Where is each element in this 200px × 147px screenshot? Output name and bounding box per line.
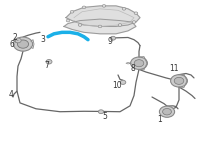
- Circle shape: [122, 7, 126, 10]
- Text: 11: 11: [169, 64, 179, 73]
- Text: 5: 5: [103, 112, 107, 121]
- Circle shape: [163, 108, 171, 115]
- Text: 4: 4: [9, 90, 13, 99]
- Circle shape: [17, 40, 29, 48]
- Circle shape: [171, 75, 187, 87]
- Circle shape: [174, 77, 184, 84]
- Polygon shape: [66, 6, 140, 26]
- Text: 7: 7: [45, 61, 49, 70]
- Circle shape: [134, 12, 138, 15]
- Circle shape: [102, 5, 106, 7]
- Circle shape: [159, 106, 175, 117]
- Text: 8: 8: [131, 64, 135, 73]
- Polygon shape: [64, 19, 136, 34]
- Circle shape: [98, 110, 104, 114]
- Circle shape: [70, 10, 74, 13]
- Circle shape: [82, 6, 86, 9]
- Circle shape: [110, 36, 116, 40]
- Circle shape: [120, 80, 126, 84]
- Circle shape: [131, 57, 147, 69]
- Circle shape: [98, 25, 102, 28]
- Text: 9: 9: [107, 37, 112, 46]
- Circle shape: [46, 60, 52, 64]
- Circle shape: [132, 21, 136, 23]
- Circle shape: [134, 60, 144, 67]
- Circle shape: [13, 37, 33, 51]
- Circle shape: [66, 19, 70, 22]
- Circle shape: [15, 38, 21, 43]
- Text: 10: 10: [112, 81, 122, 91]
- Circle shape: [78, 24, 82, 26]
- Text: 2: 2: [13, 33, 17, 42]
- Text: 6: 6: [9, 40, 14, 49]
- Text: 1: 1: [158, 115, 162, 124]
- Text: 3: 3: [41, 35, 45, 44]
- Circle shape: [118, 24, 122, 26]
